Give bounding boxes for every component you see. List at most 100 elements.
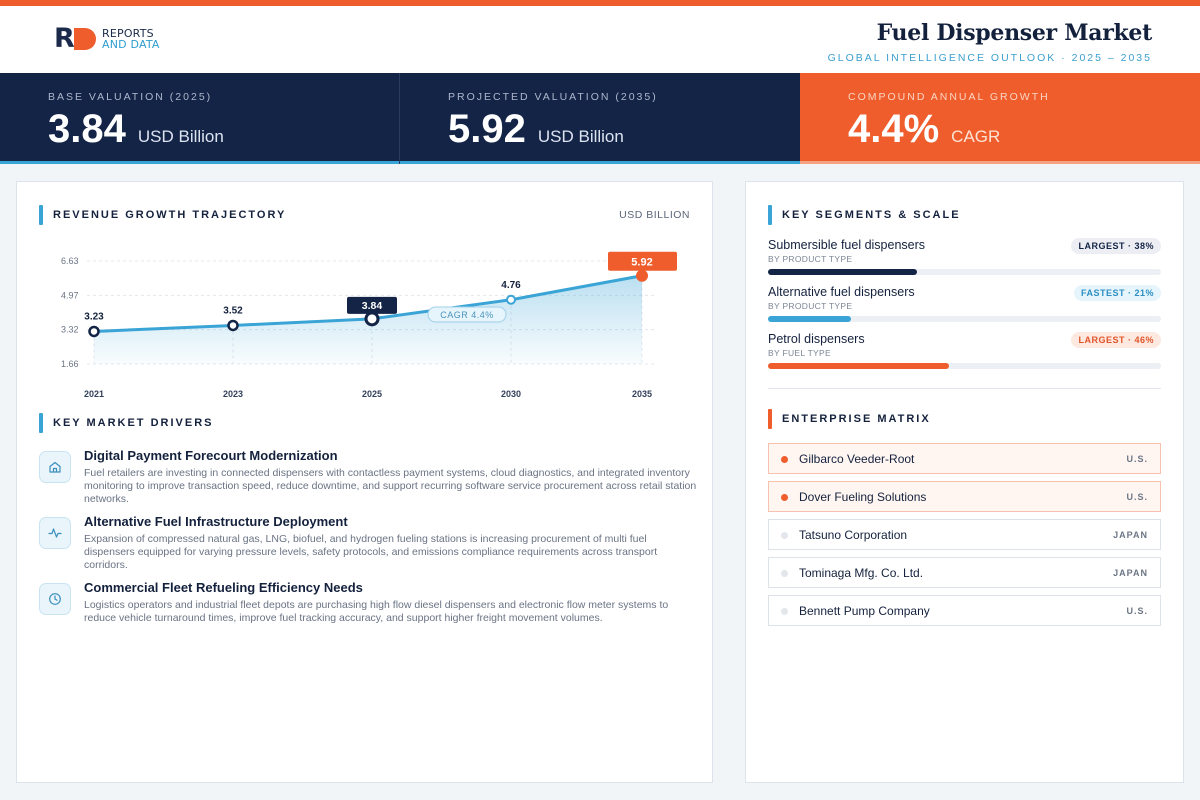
company-name: Dover Fueling Solutions	[799, 489, 927, 504]
revenue-heading: REVENUE GROWTH TRAJECTORY	[39, 205, 286, 225]
right-panel: KEY SEGMENTS & SCALE Submersible fuel di…	[745, 181, 1184, 783]
y-tick-label: 4.97	[61, 290, 79, 300]
kpi-value: 3.84	[48, 107, 126, 151]
company-row[interactable]: Tatsuno Corporation JAPAN	[768, 519, 1161, 550]
cagr-badge: CAGR 4.4%	[427, 306, 507, 323]
segment-fill	[768, 316, 851, 322]
segment-item: Submersible fuel dispensers BY PRODUCT T…	[768, 238, 1161, 285]
kpi-label: PROJECTED VALUATION (2035)	[448, 91, 658, 103]
company-marker	[781, 608, 788, 615]
chart-x-axis: 2021 2023 2025 2030 2035	[84, 389, 652, 399]
data-point	[506, 294, 516, 305]
title-block: Fuel Dispenser Market GLOBAL INTELLIGENC…	[827, 20, 1153, 64]
driver-item: Digital Payment Forecourt Modernization …	[39, 448, 699, 514]
page-title: Fuel Dispenser Market	[876, 20, 1153, 46]
driver-item: Alternative Fuel Infrastructure Deployme…	[39, 514, 699, 580]
cagr-badge-bg	[427, 306, 507, 323]
chart-y-axis: 1.66 3.32 4.97 6.63	[61, 256, 79, 369]
company-row[interactable]: Bennett Pump Company U.S.	[768, 595, 1161, 626]
company-marker	[781, 456, 788, 463]
kpi-label: BASE VALUATION (2025)	[48, 91, 213, 103]
section-accent	[39, 205, 43, 225]
page-subtitle: GLOBAL INTELLIGENCE OUTLOOK · 2025 – 203…	[827, 52, 1152, 64]
left-panel: REVENUE GROWTH TRAJECTORY USD BILLION 1.…	[16, 181, 713, 783]
x-tick-label: 2023	[223, 389, 243, 399]
y-tick-label: 6.63	[61, 256, 79, 266]
segment-fill	[768, 363, 949, 369]
data-point	[227, 319, 239, 332]
company-marker	[781, 494, 788, 501]
company-marker	[781, 570, 788, 577]
company-name: Tominaga Mfg. Co. Ltd.	[799, 565, 924, 580]
company-row[interactable]: Gilbarco Veeder-Root U.S.	[768, 443, 1161, 474]
data-label: 3.23	[84, 311, 104, 322]
revenue-chart: 1.66 3.32 4.97 6.63 2021 2023 2025 2030 2035 3.…	[61, 251, 677, 399]
company-name: Gilbarco Veeder-Root	[799, 451, 915, 466]
kpi-projected-valuation: PROJECTED VALUATION (2035) 5.92 USD Bill…	[400, 73, 800, 164]
company-country: U.S.	[1126, 492, 1148, 502]
logo-line-2: AND DATA	[102, 38, 160, 51]
x-tick-label: 2030	[501, 389, 521, 399]
data-point-projected	[636, 269, 648, 282]
driver-description: Logistics operators and industrial fleet…	[84, 599, 669, 624]
company-row[interactable]: Tominaga Mfg. Co. Ltd. JAPAN	[768, 557, 1161, 588]
data-label: 5.92	[631, 257, 652, 269]
kpi-row: BASE VALUATION (2025) 3.84 USD Billion P…	[0, 73, 1200, 164]
data-point-base	[364, 311, 380, 327]
company-name: Bennett Pump Company	[799, 603, 930, 618]
segments-heading: KEY SEGMENTS & SCALE	[768, 205, 961, 225]
company-country: JAPAN	[1113, 568, 1148, 578]
segment-name: Submersible fuel dispensers	[768, 238, 926, 252]
segment-category: BY PRODUCT TYPE	[768, 254, 853, 264]
enterprise-list: Gilbarco Veeder-Root U.S. Dover Fueling …	[768, 443, 1161, 633]
segment-item: Petrol dispensers BY FUEL TYPE LARGEST ·…	[768, 332, 1161, 379]
section-title: KEY MARKET DRIVERS	[53, 417, 214, 429]
kpi-unit: USD Billion	[537, 127, 624, 146]
kpi-unit: USD Billion	[137, 127, 224, 146]
logo-mark: R	[54, 25, 98, 52]
driver-title: Commercial Fleet Refueling Efficiency Ne…	[84, 580, 363, 595]
company-name: Tatsuno Corporation	[799, 527, 908, 542]
segment-track	[768, 269, 1161, 275]
segments-list: Submersible fuel dispensers BY PRODUCT T…	[768, 238, 1161, 379]
segment-item: Alternative fuel dispensers BY PRODUCT T…	[768, 285, 1161, 332]
company-marker	[781, 532, 788, 539]
chart-unit-label: USD BILLION	[619, 209, 690, 221]
company-country: U.S.	[1126, 606, 1148, 616]
x-tick-label: 2025	[362, 389, 382, 399]
data-label-bg	[347, 296, 397, 314]
section-title: REVENUE GROWTH TRAJECTORY	[53, 209, 287, 221]
segment-badge: LARGEST · 46%	[1071, 332, 1161, 348]
driver-title: Digital Payment Forecourt Modernization	[84, 448, 338, 463]
driver-description: Fuel retailers are investing in connecte…	[84, 467, 697, 505]
kpi-base-valuation: BASE VALUATION (2025) 3.84 USD Billion	[0, 73, 400, 164]
kpi-unit: CAGR	[951, 127, 1001, 146]
data-label: 4.76	[501, 280, 521, 291]
x-tick-label: 2035	[632, 389, 652, 399]
data-label: 3.52	[223, 305, 243, 316]
data-point	[88, 325, 100, 338]
segment-fill	[768, 269, 918, 275]
kpi-cagr: COMPOUND ANNUAL GROWTH 4.4% CAGR	[800, 73, 1200, 164]
segment-badge: FASTEST · 21%	[1073, 285, 1161, 301]
kpi-value: 5.92	[448, 107, 526, 151]
header: R REPORTS AND DATA Fuel Dispenser Market…	[0, 6, 1200, 73]
logo-mark-shape	[74, 28, 96, 50]
company-country: U.S.	[1126, 454, 1148, 464]
section-accent	[768, 205, 772, 225]
section-title: KEY SEGMENTS & SCALE	[782, 209, 961, 221]
driver-item: Commercial Fleet Refueling Efficiency Ne…	[39, 580, 699, 646]
y-tick-label: 3.32	[61, 325, 79, 335]
clock-icon	[39, 583, 71, 615]
company-row[interactable]: Dover Fueling Solutions U.S.	[768, 481, 1161, 512]
top-accent-stripe	[0, 0, 1200, 6]
segment-category: BY PRODUCT TYPE	[768, 301, 853, 311]
home-icon	[39, 451, 71, 483]
x-tick-label: 2021	[84, 389, 104, 399]
section-accent	[768, 409, 772, 429]
segment-track	[768, 363, 1161, 369]
kpi-underline	[800, 161, 1200, 164]
kpi-underline	[400, 161, 800, 164]
segment-badge: LARGEST · 38%	[1071, 238, 1161, 254]
section-title: ENTERPRISE MATRIX	[782, 413, 931, 425]
